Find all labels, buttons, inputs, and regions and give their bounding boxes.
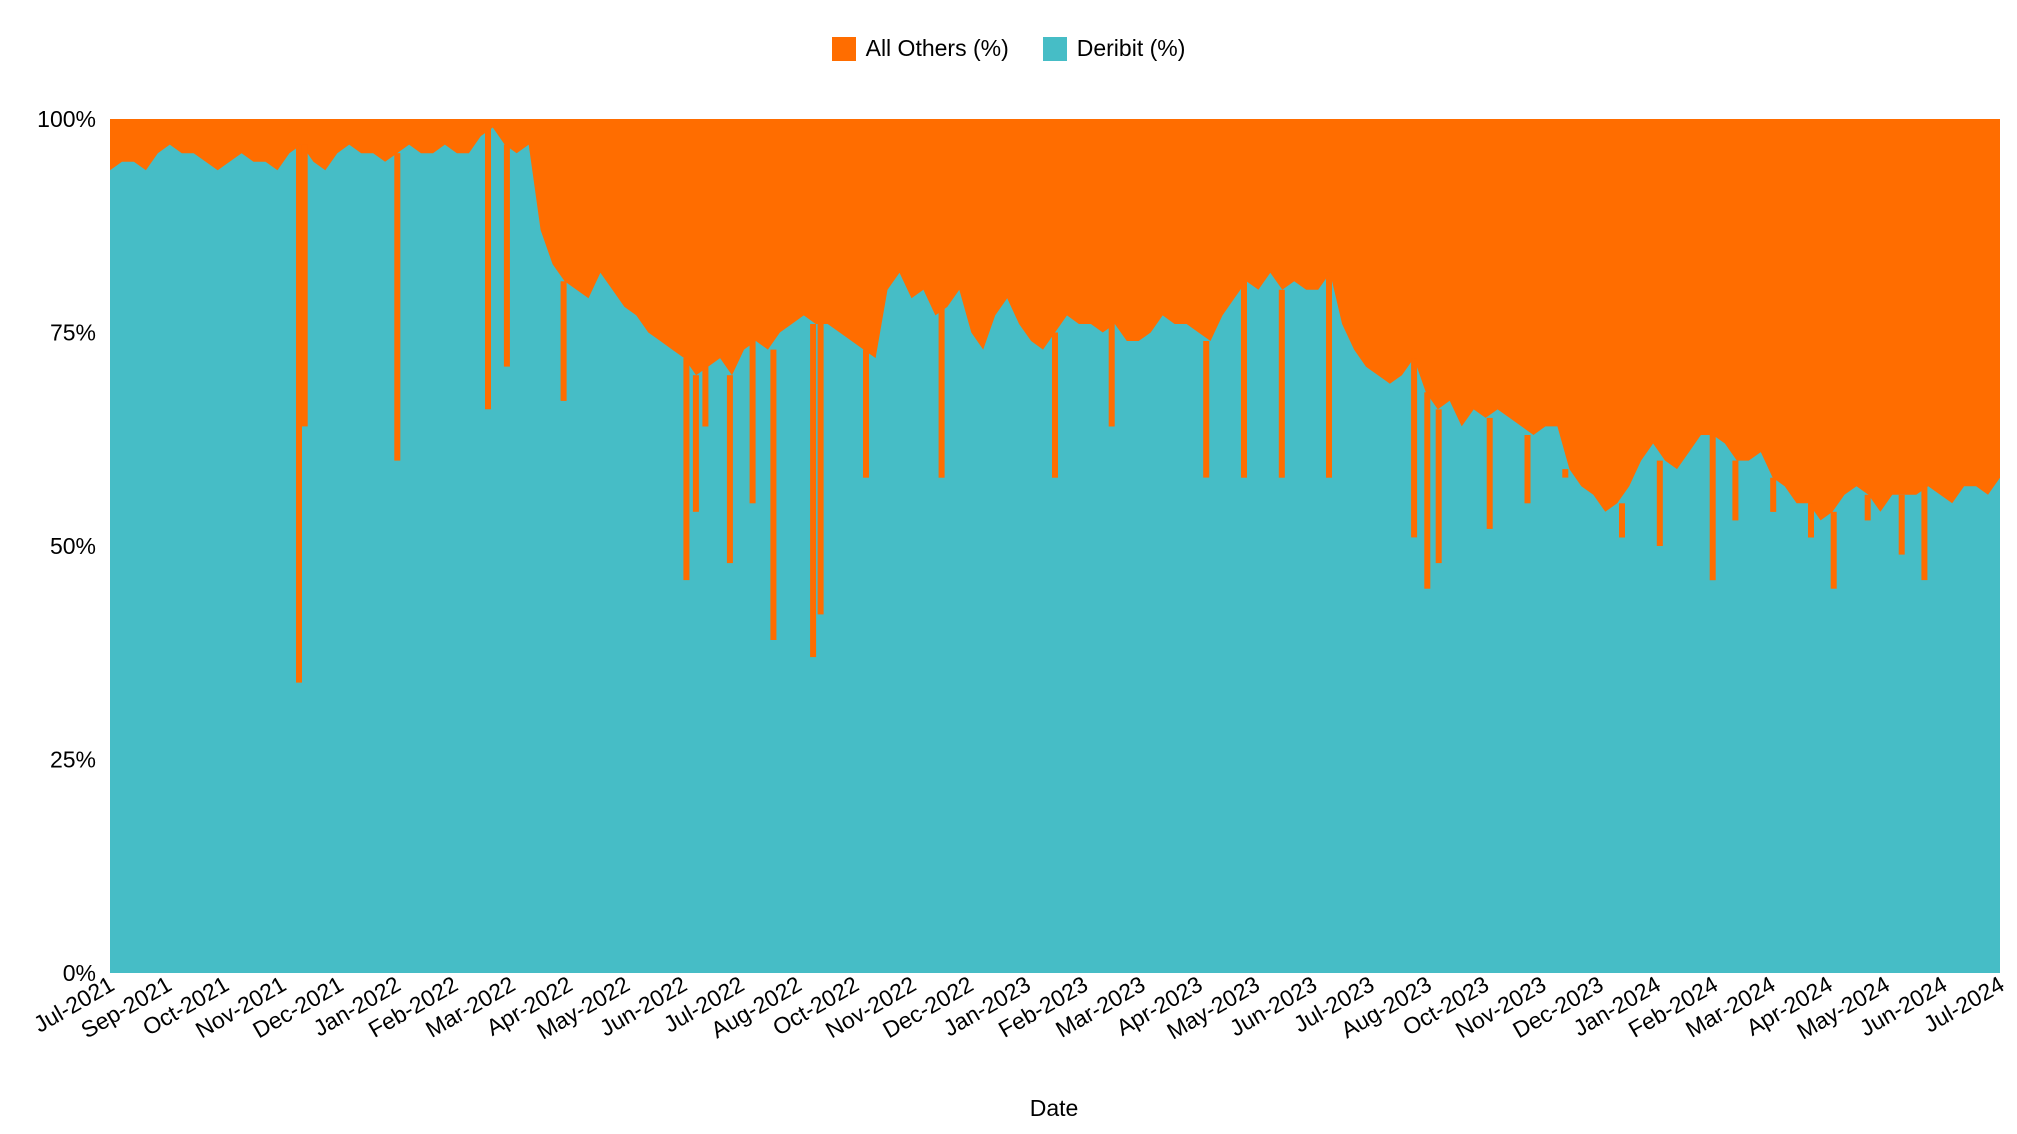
dip-mark-15 <box>938 306 945 478</box>
dip-mark-9 <box>726 375 733 564</box>
dip-mark-35 <box>1864 494 1871 521</box>
dip-mark-18 <box>1203 341 1210 478</box>
dip-mark-17 <box>1108 324 1115 427</box>
dip-mark-14 <box>863 349 869 478</box>
legend-item-all-others[interactable]: All Others (%) <box>831 35 1009 62</box>
dip-mark-34 <box>1830 511 1837 589</box>
dip-mark-8 <box>702 366 709 427</box>
dip-mark-2 <box>394 153 401 461</box>
dip-mark-13 <box>817 324 824 615</box>
dip-mark-19 <box>1241 281 1247 478</box>
y-tick-label: 100% <box>37 106 96 132</box>
dip-mark-1 <box>301 144 308 427</box>
legend-label-all-others: All Others (%) <box>865 35 1009 61</box>
x-axis: Jul-2021Sep-2021Oct-2021Nov-2021Dec-2021… <box>29 971 2009 1045</box>
dip-mark-10 <box>749 341 756 504</box>
y-tick-label: 25% <box>50 747 96 773</box>
dip-mark-7 <box>692 375 699 512</box>
area-deribit <box>110 127 2000 973</box>
dip-mark-27 <box>1562 469 1569 478</box>
dip-mark-31 <box>1732 460 1739 521</box>
dip-mark-11 <box>770 349 777 640</box>
dip-mark-0 <box>296 144 302 683</box>
dip-mark-22 <box>1411 358 1418 538</box>
dip-mark-6 <box>683 358 690 581</box>
dip-mark-5 <box>560 281 567 401</box>
y-tick-label: 50% <box>50 533 96 559</box>
dip-mark-3 <box>485 127 491 410</box>
y-tick-label: 0% <box>63 960 96 986</box>
dip-mark-30 <box>1709 435 1716 581</box>
dip-mark-25 <box>1486 417 1493 529</box>
dip-mark-28 <box>1619 503 1625 538</box>
dip-mark-21 <box>1326 272 1332 478</box>
dip-mark-26 <box>1524 435 1531 504</box>
dip-mark-23 <box>1424 392 1431 589</box>
legend-swatch-all-others <box>831 36 856 61</box>
dip-mark-12 <box>810 324 817 658</box>
legend: All Others (%) Deribit (%) <box>0 35 2017 62</box>
y-tick-label: 75% <box>50 320 96 346</box>
legend-swatch-deribit <box>1042 36 1067 61</box>
y-axis: 0% 25% 50% 75% 100% <box>37 106 96 986</box>
dip-mark-4 <box>503 144 510 367</box>
legend-label-deribit: Deribit (%) <box>1076 35 1186 61</box>
dip-mark-24 <box>1435 409 1442 564</box>
dip-mark-37 <box>1921 486 1928 581</box>
dip-mark-20 <box>1278 289 1285 478</box>
dip-mark-33 <box>1808 503 1814 538</box>
x-axis-title: Date <box>1030 1095 1079 1121</box>
dip-mark-29 <box>1656 460 1663 546</box>
dip-mark-32 <box>1770 477 1777 512</box>
plot-area <box>110 119 2000 973</box>
dip-mark-16 <box>1052 332 1058 478</box>
dip-mark-36 <box>1898 494 1905 555</box>
legend-item-deribit[interactable]: Deribit (%) <box>1042 35 1186 62</box>
